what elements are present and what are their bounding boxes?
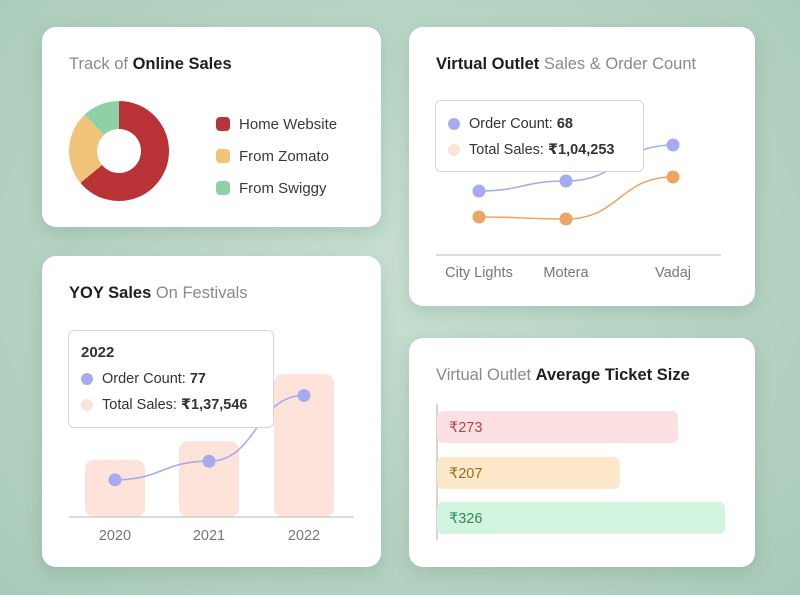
bar-2022: [274, 374, 334, 517]
data-point: [559, 212, 573, 226]
x-tick-label: City Lights: [445, 265, 513, 281]
x-tick-label: Vadaj: [655, 265, 691, 281]
donut-slice-home-website: [80, 101, 170, 201]
legend-swatch-icon: [216, 181, 230, 195]
total-sales-label: Total Sales:: [102, 397, 177, 413]
tooltip-order-row: Order Count: 68: [448, 111, 631, 137]
online-sales-card: Track of Online Sales Home Website From Z…: [42, 27, 381, 227]
ticket-bar: [437, 502, 725, 534]
series-line-1: [478, 176, 674, 220]
yoy-tooltip: 2022 Order Count: 77 Total Sales: ₹1,37,…: [68, 330, 274, 428]
legend-label: From Zomato: [239, 147, 330, 165]
order-dot-icon: [81, 373, 93, 385]
online-sales-title: Track of Online Sales: [69, 55, 232, 73]
virtual-outlet-title: Virtual Outlet Sales & Order Count: [436, 55, 697, 73]
yoy-sales-card: YOY Sales On Festivals 2020 2021 2022 2022…: [42, 256, 381, 567]
order-count-label: Order Count:: [469, 116, 553, 132]
data-point: [297, 388, 311, 402]
yoy-sales-title: YOY Sales On Festivals: [69, 284, 248, 302]
ticket-bar-label: ₹326: [449, 511, 482, 527]
data-point: [666, 138, 680, 152]
ticket-bar: [437, 457, 620, 489]
order-dot-icon: [448, 118, 460, 130]
ticket-size-chart: ₹273 ₹207 ₹326: [436, 404, 725, 540]
legend-item: Home Website: [216, 108, 337, 140]
sales-dot-icon: [81, 399, 93, 411]
ticket-size-card: Virtual Outlet Average Ticket Size ₹273 ₹…: [409, 338, 755, 567]
bar-2020: [85, 459, 145, 517]
ticket-size-title: Virtual Outlet Average Ticket Size: [436, 366, 690, 384]
order-count-value: 77: [189, 371, 206, 387]
total-sales-value: ₹1,37,546: [180, 397, 248, 413]
tooltip-sales-row: Total Sales: ₹1,04,253: [448, 137, 631, 163]
virtual-outlet-tooltip: Order Count: 68 Total Sales: ₹1,04,253: [435, 100, 644, 172]
legend-swatch-icon: [216, 149, 230, 163]
data-point: [472, 210, 486, 224]
x-tick-label: 2021: [193, 528, 225, 544]
ticket-bar: [437, 411, 679, 443]
legend-label: From Swiggy: [239, 179, 327, 197]
x-tick-label: 2022: [288, 528, 320, 544]
x-tick-label: 2020: [99, 528, 131, 544]
data-point: [559, 174, 573, 188]
data-point: [472, 184, 486, 198]
data-point: [202, 454, 216, 468]
total-sales-value: ₹1,04,253: [547, 142, 615, 158]
legend-item: From Zomato: [216, 140, 337, 172]
tooltip-sales-row: Total Sales: ₹1,37,546: [81, 392, 261, 418]
donut-chart: [69, 101, 170, 201]
total-sales-label: Total Sales:: [469, 142, 544, 158]
virtual-outlet-card: Virtual Outlet Sales & Order Count City …: [409, 27, 755, 306]
bar-2021: [179, 441, 239, 517]
data-point: [666, 170, 680, 184]
legend-swatch-icon: [216, 117, 230, 131]
tooltip-order-row: Order Count: 77: [81, 366, 261, 392]
donut-legend: Home Website From Zomato From Swiggy: [216, 108, 337, 204]
donut-slice-from-zomato: [69, 114, 104, 183]
data-point: [108, 473, 122, 487]
ticket-bar-label: ₹207: [449, 466, 482, 482]
donut-slice-from-swiggy: [84, 101, 119, 135]
tooltip-year: 2022: [81, 344, 115, 361]
sales-dot-icon: [448, 144, 460, 156]
legend-item: From Swiggy: [216, 172, 337, 204]
legend-label: Home Website: [239, 115, 338, 133]
order-count-value: 68: [556, 116, 573, 132]
x-tick-label: Motera: [543, 265, 589, 281]
order-count-label: Order Count:: [102, 371, 186, 387]
ticket-bar-label: ₹273: [449, 420, 482, 436]
